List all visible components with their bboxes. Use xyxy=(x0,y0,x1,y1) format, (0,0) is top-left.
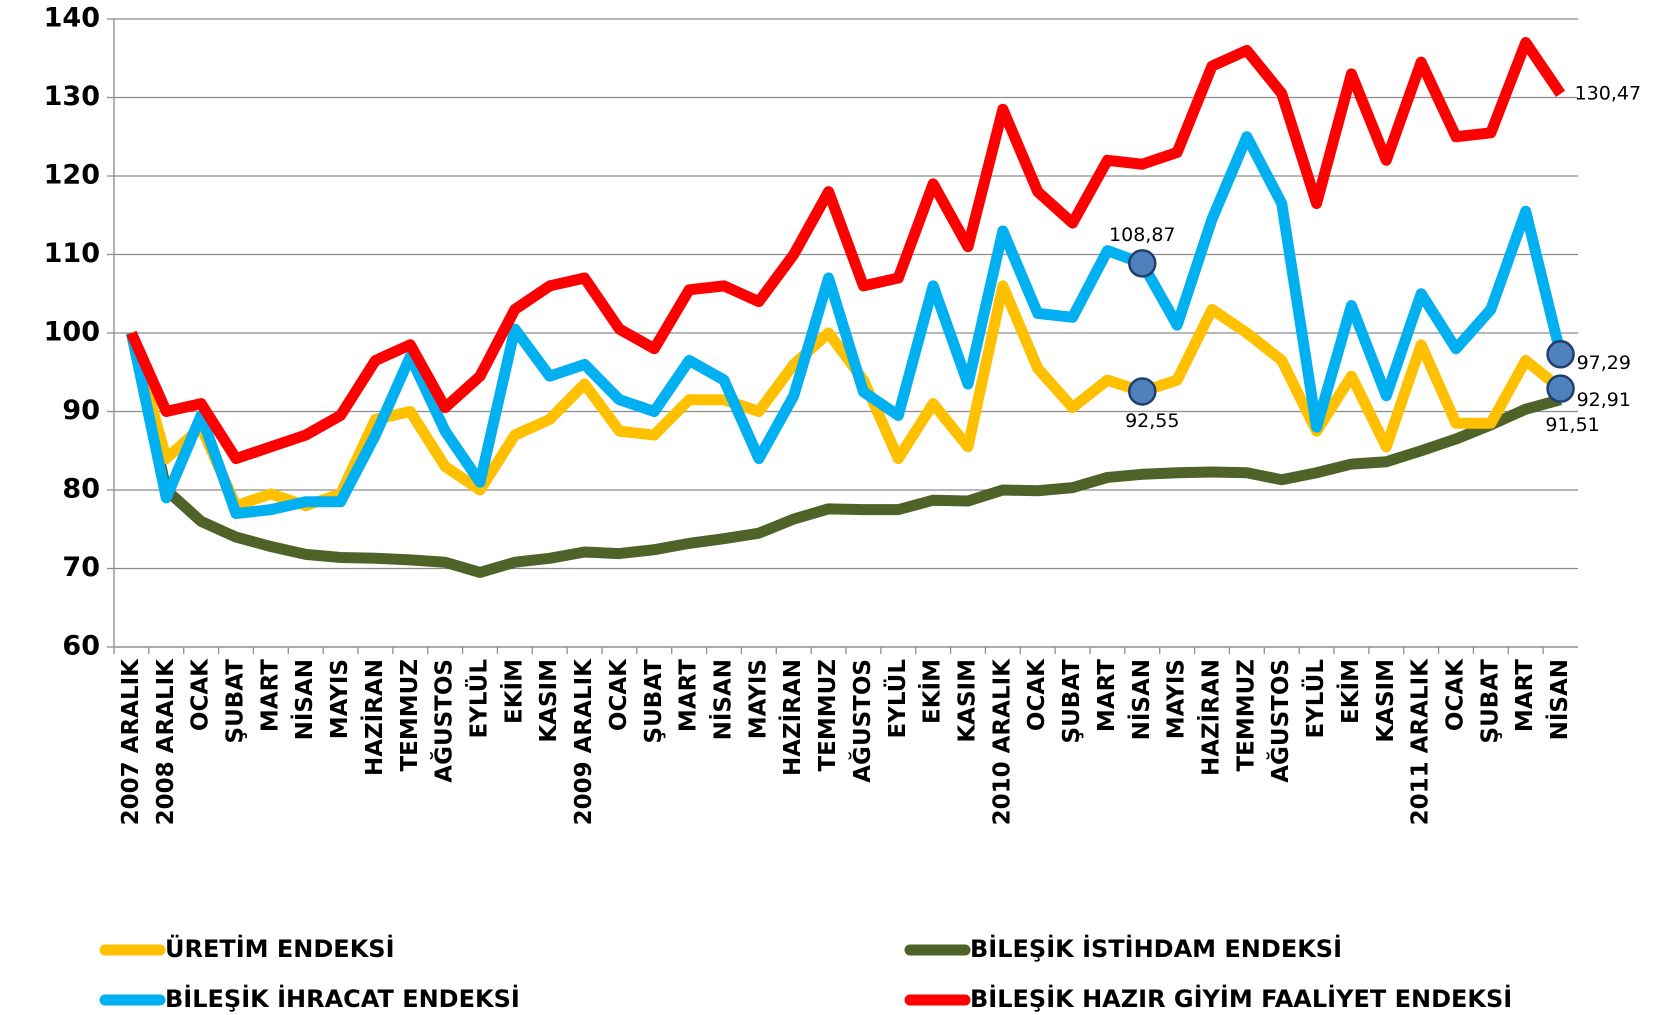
x-tick-label: MAYIS xyxy=(745,659,771,739)
x-tick-label: ŞUBAT xyxy=(223,659,249,744)
x-tick-label: MART xyxy=(257,659,283,732)
y-tick-label: 60 xyxy=(62,631,100,662)
x-tick-label: EYLÜL xyxy=(465,659,493,739)
data-label: 108,87 xyxy=(1109,224,1175,246)
x-tick-label: EYLÜL xyxy=(883,659,911,739)
x-tick-label: NİSAN xyxy=(290,659,318,740)
x-tick-label: 2011 ARALIK xyxy=(1408,658,1434,826)
x-tick-label: OCAK xyxy=(606,658,632,731)
legend-label: BİLEŞİK HAZIR GİYİM FAALİYET ENDEKSİ xyxy=(970,984,1512,1013)
y-tick-label: 70 xyxy=(62,552,100,583)
x-tick-label: AĞUSTOS xyxy=(1266,659,1294,783)
x-tick-label: EKİM xyxy=(918,659,946,724)
x-tick-label: 2007 ARALIK xyxy=(118,658,144,826)
x-tick-label: ŞUBAT xyxy=(1477,659,1503,744)
y-tick-label: 130 xyxy=(44,81,100,112)
x-tick-label: MART xyxy=(1512,659,1538,732)
data-label: 97,29 xyxy=(1577,352,1631,374)
data-label: 91,51 xyxy=(1545,414,1599,436)
x-tick-label: HAZİRAN xyxy=(360,659,388,776)
x-tick-label: TEMMUZ xyxy=(397,659,423,772)
x-tick-label: MAYIS xyxy=(1164,659,1190,739)
series-line xyxy=(126,37,1566,465)
x-tick-label: OCAK xyxy=(188,658,214,731)
x-tick-label: 2010 ARALIK xyxy=(989,658,1015,826)
x-tick-label: TEMMUZ xyxy=(1233,659,1259,772)
y-tick-label: 100 xyxy=(44,317,100,348)
x-tick-label: MART xyxy=(676,659,702,732)
series-line xyxy=(126,331,1563,578)
x-tick-label: HAZİRAN xyxy=(1197,659,1225,776)
x-tick-label: NİSAN xyxy=(1127,659,1155,740)
y-tick-label: 90 xyxy=(62,395,100,426)
legend-label: BİLEŞİK İHRACAT ENDEKSİ xyxy=(165,984,520,1013)
x-tick-label: ŞUBAT xyxy=(641,659,667,744)
x-tick-label: 2009 ARALIK xyxy=(571,658,597,826)
x-tick-label: EKİM xyxy=(499,659,527,724)
x-tick-label: ŞUBAT xyxy=(1059,659,1085,744)
data-label: 92,55 xyxy=(1125,410,1179,432)
legend-label: ÜRETİM ENDEKSİ xyxy=(165,933,395,963)
x-tick-label: TEMMUZ xyxy=(815,659,841,772)
x-tick-label: EYLÜL xyxy=(1301,659,1329,739)
data-label: 130,47 xyxy=(1575,82,1641,104)
y-tick-label: 140 xyxy=(44,3,100,34)
x-tick-label: MAYIS xyxy=(327,659,353,739)
x-tick-label: OCAK xyxy=(1443,658,1469,731)
data-marker xyxy=(1546,374,1575,403)
x-tick-label: HAZİRAN xyxy=(778,659,806,776)
legend-label: BİLEŞİK İSTİHDAM ENDEKSİ xyxy=(970,934,1342,963)
x-tick-label: AĞUSTOS xyxy=(848,659,876,783)
x-tick-label: MART xyxy=(1094,659,1120,732)
data-marker xyxy=(1546,340,1575,369)
x-tick-label: OCAK xyxy=(1024,658,1050,731)
y-tick-label: 110 xyxy=(44,238,100,269)
x-tick-label: KASIM xyxy=(955,659,981,743)
x-tick-label: KASIM xyxy=(1373,659,1399,743)
data-marker xyxy=(1128,377,1157,406)
data-label: 92,91 xyxy=(1577,389,1631,411)
y-tick-label: 120 xyxy=(44,160,100,191)
x-tick-label: NİSAN xyxy=(1545,659,1573,740)
x-tick-label: EKİM xyxy=(1336,659,1364,724)
x-tick-label: KASIM xyxy=(536,659,562,743)
y-tick-label: 80 xyxy=(62,474,100,505)
x-tick-label: AĞUSTOS xyxy=(430,659,458,783)
x-tick-label: NİSAN xyxy=(709,659,737,740)
series-line xyxy=(126,131,1566,520)
data-marker xyxy=(1128,249,1157,278)
x-tick-label: 2008 ARALIK xyxy=(153,658,179,826)
